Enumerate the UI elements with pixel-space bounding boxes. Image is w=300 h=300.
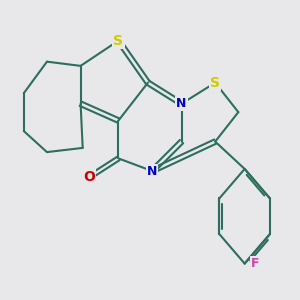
Text: S: S [210,76,220,90]
Text: F: F [251,257,260,270]
Text: S: S [113,34,124,48]
Text: O: O [83,170,95,184]
Text: N: N [147,164,157,178]
Text: N: N [176,97,187,110]
